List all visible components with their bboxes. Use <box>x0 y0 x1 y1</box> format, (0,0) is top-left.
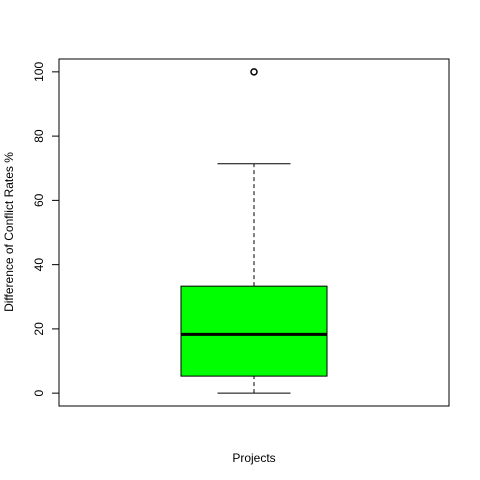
y-axis: 0 20 40 60 80 100 <box>32 62 60 396</box>
y-tick-label: 20 <box>32 322 46 336</box>
y-tick-label: 40 <box>32 258 46 272</box>
x-axis-label: Projects <box>232 451 275 465</box>
outlier-point <box>250 68 258 76</box>
y-tick-label: 80 <box>32 129 46 143</box>
y-tick-label: 100 <box>32 62 46 82</box>
box-group <box>180 68 328 394</box>
y-axis-label: Difference of Conflict Rates % <box>2 152 16 312</box>
y-tick-label: 60 <box>32 193 46 207</box>
y-tick-label: 0 <box>32 389 46 396</box>
iqr-box <box>180 285 328 377</box>
